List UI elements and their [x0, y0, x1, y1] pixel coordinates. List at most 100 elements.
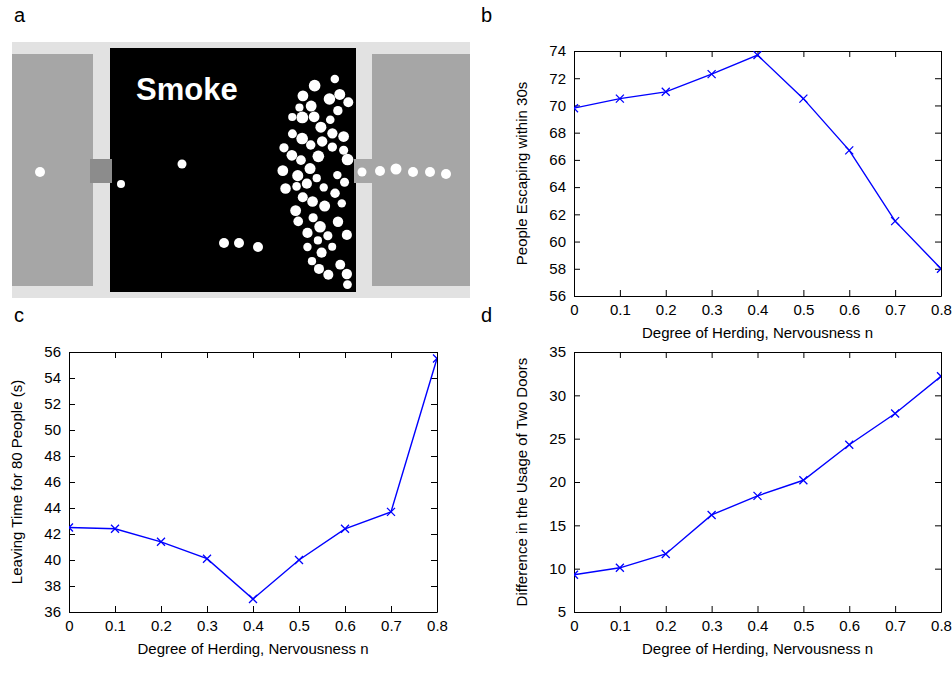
person [35, 167, 45, 177]
tick: 0.4 [748, 290, 769, 318]
person [298, 90, 309, 101]
tick-mark [431, 352, 437, 353]
tick-mark [207, 352, 208, 358]
person [117, 180, 125, 188]
person [317, 248, 327, 258]
tick-mark [758, 290, 759, 296]
tick-mark [574, 133, 580, 134]
tick-label: 0.6 [335, 617, 356, 634]
tick-mark [69, 378, 75, 379]
tick [431, 404, 437, 405]
tick-mark [620, 352, 621, 358]
tick: 0.1 [610, 606, 631, 634]
person [314, 236, 322, 244]
panel-3: d00.10.20.30.40.50.60.70.85101520253035D… [481, 304, 952, 657]
marker [891, 410, 899, 418]
tick [431, 560, 437, 561]
tick-mark [253, 606, 254, 612]
tick-label: 48 [44, 447, 61, 464]
tick-label: 0.5 [793, 617, 814, 634]
tick-label: 60 [549, 233, 566, 250]
person [306, 140, 315, 149]
tick [345, 352, 346, 358]
tick-mark [935, 525, 941, 526]
tick-mark [758, 606, 759, 612]
y-axis-title: Leaving Time for 80 People (s) [8, 380, 25, 584]
x-axis-top [575, 352, 942, 358]
person [309, 80, 321, 92]
tick-mark [574, 612, 580, 613]
tick-mark [803, 352, 804, 358]
tick-mark [935, 482, 941, 483]
tick: 36 [44, 603, 75, 620]
tick-label: 40 [44, 551, 61, 568]
tick [253, 352, 254, 358]
tick: 74 [549, 42, 580, 59]
tick-mark [69, 534, 75, 535]
tick [431, 352, 437, 353]
tick: 5 [558, 603, 580, 620]
tick: 0.4 [243, 606, 264, 634]
tick-mark [345, 352, 346, 358]
tick-mark [935, 78, 941, 79]
tick [935, 187, 941, 188]
tick-label: 0.7 [885, 617, 906, 634]
tick: 0.4 [748, 606, 769, 634]
tick-label: 52 [44, 395, 61, 412]
tick [431, 456, 437, 457]
axis-line [575, 296, 942, 297]
x-axis: 00.10.20.30.40.50.60.70.8 [570, 290, 952, 318]
person [342, 154, 354, 166]
tick: 40 [44, 551, 75, 568]
tick [935, 352, 941, 353]
tick-label: 0.3 [702, 617, 723, 634]
corridor-right [372, 54, 470, 286]
marker [891, 217, 899, 225]
tick-mark [935, 187, 941, 188]
tick-mark [895, 352, 896, 358]
marker [157, 538, 165, 546]
tick [803, 51, 804, 57]
tick-mark [803, 290, 804, 296]
tick-mark [849, 606, 850, 612]
tick-mark [161, 352, 162, 358]
person [343, 280, 352, 289]
person [296, 112, 308, 124]
person [314, 264, 324, 274]
tick [431, 378, 437, 379]
panel-2: c00.10.20.30.40.50.60.70.836384042444648… [8, 304, 448, 657]
tick-mark [431, 404, 437, 405]
person [309, 111, 320, 122]
tick-mark [574, 160, 580, 161]
tick-mark [895, 290, 896, 296]
person [340, 178, 349, 187]
tick [935, 439, 941, 440]
person [342, 269, 352, 279]
person [296, 155, 306, 165]
tick [849, 51, 850, 57]
marker [574, 104, 578, 112]
tick-label: 30 [549, 387, 566, 404]
tick-mark [666, 290, 667, 296]
person [302, 179, 312, 189]
tick-mark [935, 242, 941, 243]
tick [431, 534, 437, 535]
person [280, 183, 291, 194]
tick-mark [666, 606, 667, 612]
tick-mark [935, 612, 941, 613]
person [441, 169, 451, 179]
tick: 35 [549, 343, 580, 360]
tick-label: 0.6 [839, 301, 860, 318]
tick: 0.6 [335, 606, 356, 634]
tick [431, 586, 437, 587]
person [324, 93, 335, 104]
tick [935, 160, 941, 161]
tick-label: 0.1 [610, 617, 631, 634]
tick-label: 0 [570, 617, 578, 634]
tick-label: 38 [44, 577, 61, 594]
person [331, 75, 339, 83]
tick-mark [803, 51, 804, 57]
tick-mark [431, 456, 437, 457]
tick-label: 72 [549, 70, 566, 87]
person [287, 150, 298, 161]
